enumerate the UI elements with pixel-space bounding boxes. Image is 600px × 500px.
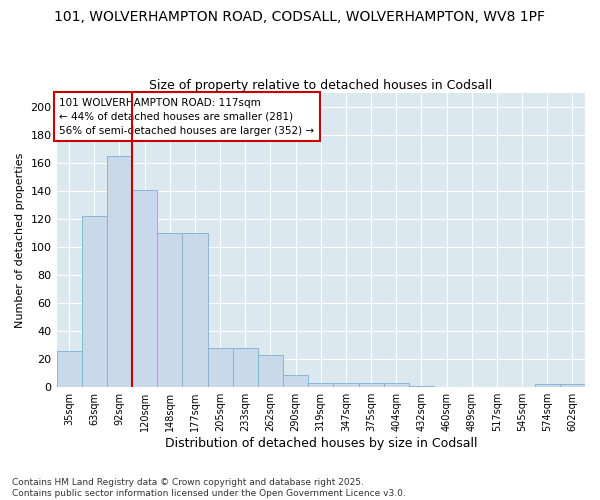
Bar: [208, 348, 233, 387]
Text: 101, WOLVERHAMPTON ROAD, CODSALL, WOLVERHAMPTON, WV8 1PF: 101, WOLVERHAMPTON ROAD, CODSALL, WOLVER…: [55, 10, 545, 24]
Bar: [233, 348, 258, 387]
Bar: [132, 190, 157, 387]
Bar: [560, 384, 585, 387]
Bar: [56, 351, 82, 387]
Bar: [82, 216, 107, 387]
X-axis label: Distribution of detached houses by size in Codsall: Distribution of detached houses by size …: [164, 437, 477, 450]
Bar: [182, 233, 208, 387]
Bar: [409, 386, 434, 387]
Bar: [308, 383, 334, 387]
Bar: [107, 156, 132, 387]
Bar: [383, 383, 409, 387]
Title: Size of property relative to detached houses in Codsall: Size of property relative to detached ho…: [149, 79, 493, 92]
Bar: [535, 384, 560, 387]
Bar: [334, 383, 359, 387]
Bar: [359, 383, 383, 387]
Text: Contains HM Land Registry data © Crown copyright and database right 2025.
Contai: Contains HM Land Registry data © Crown c…: [12, 478, 406, 498]
Bar: [283, 374, 308, 387]
Bar: [258, 355, 283, 387]
Text: 101 WOLVERHAMPTON ROAD: 117sqm
← 44% of detached houses are smaller (281)
56% of: 101 WOLVERHAMPTON ROAD: 117sqm ← 44% of …: [59, 98, 314, 136]
Y-axis label: Number of detached properties: Number of detached properties: [15, 152, 25, 328]
Bar: [157, 233, 182, 387]
